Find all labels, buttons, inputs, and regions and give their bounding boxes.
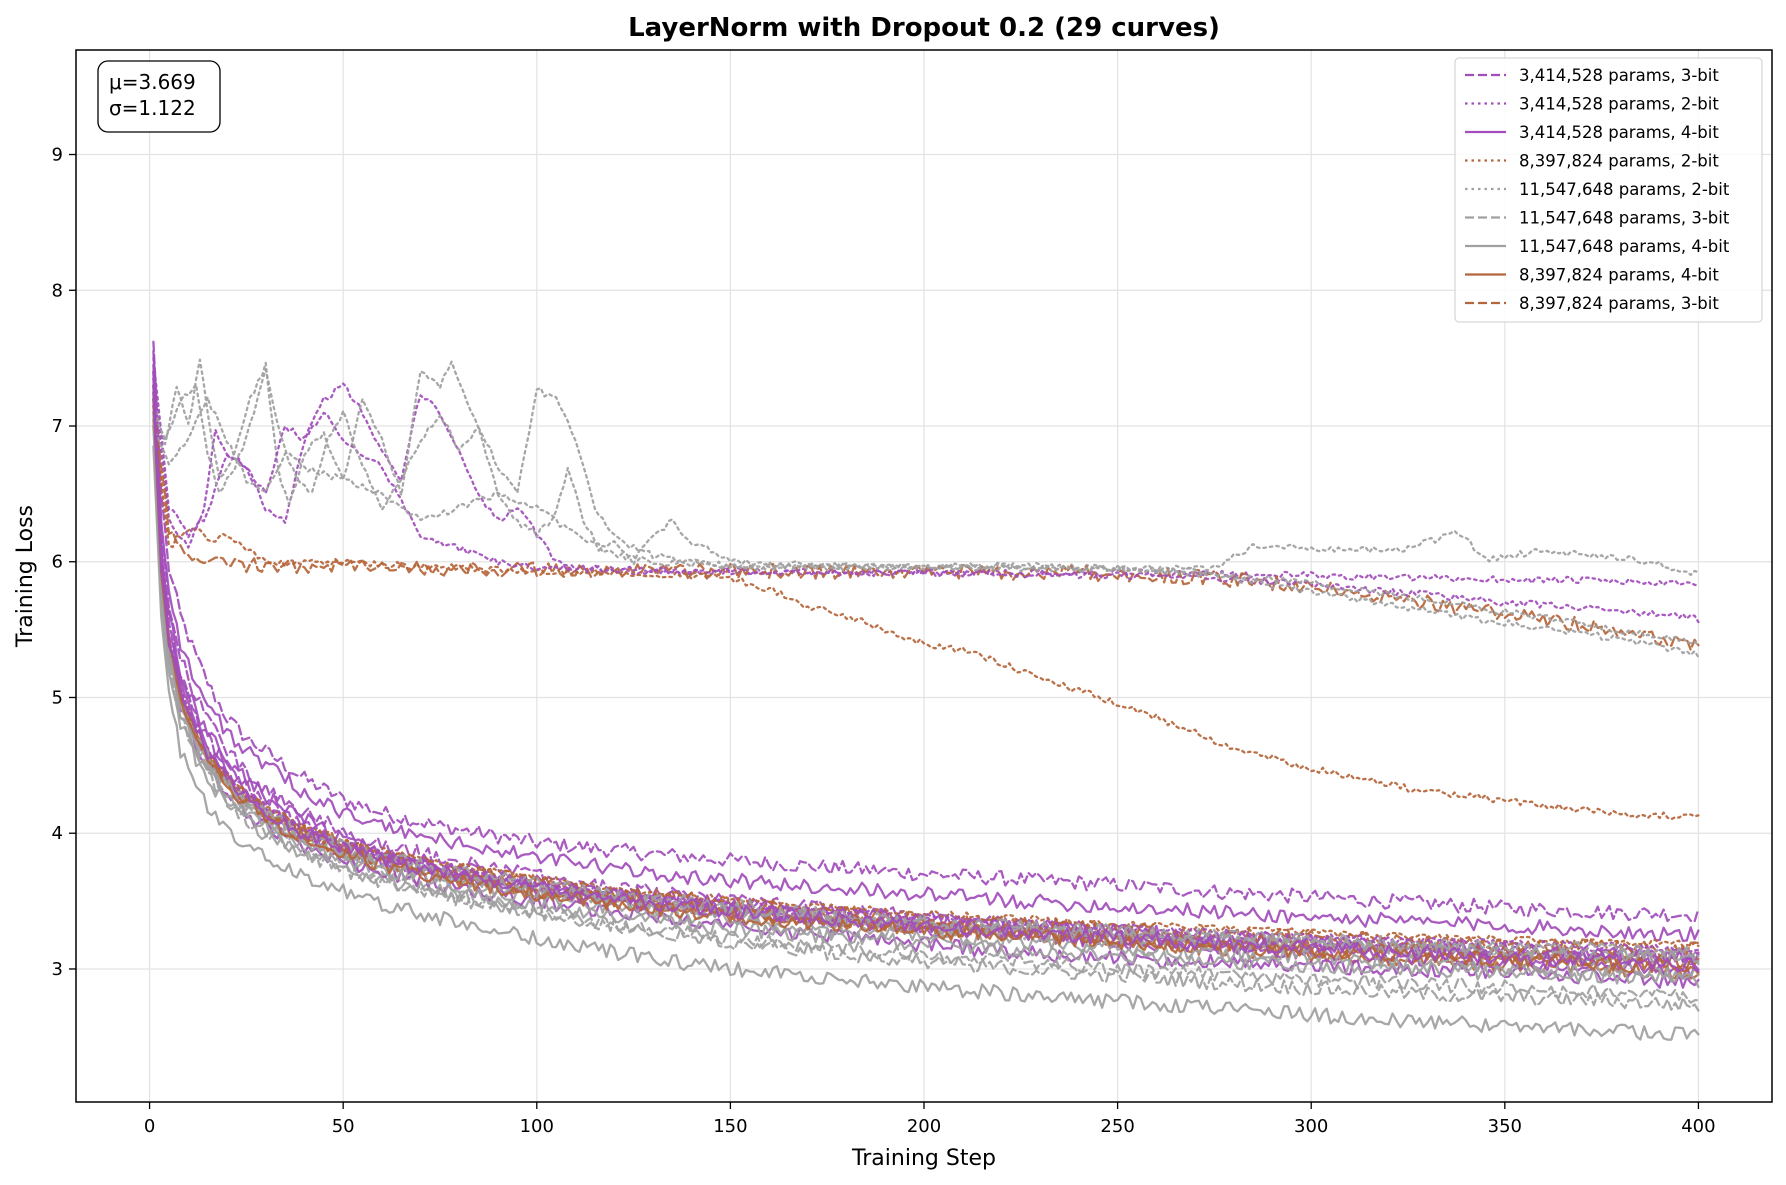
- stats-std: σ=1.122: [109, 96, 196, 120]
- legend-entry: 8,397,824 params, 4-bit: [1519, 266, 1719, 285]
- legend-entry: 8,397,824 params, 3-bit: [1519, 294, 1719, 313]
- legend: 3,414,528 params, 3-bit 3,414,528 params,…: [1454, 57, 1763, 323]
- x-tick-label: 200: [907, 1116, 941, 1137]
- axis-ticks: 0 50 100 150 200 250 300 350 400 3 4 5 6 7 8 9: [52, 145, 1716, 1137]
- legend-entry: 8,397,824 params, 2-bit: [1519, 152, 1719, 171]
- x-tick-label: 150: [713, 1116, 747, 1137]
- series-line: [152, 397, 1700, 651]
- series-line: [152, 390, 1700, 973]
- x-tick-label: 350: [1488, 1116, 1522, 1137]
- legend-entry: 11,547,648 params, 2-bit: [1519, 180, 1730, 199]
- stats-box: μ=3.669 σ=1.122: [97, 60, 221, 133]
- y-tick-label: 5: [52, 687, 63, 708]
- series-line: [152, 340, 1700, 923]
- x-axis-label: Training Step: [851, 1146, 996, 1171]
- legend-frame: [1454, 57, 1763, 323]
- chart-title: LayerNorm with Dropout 0.2 (29 curves): [628, 13, 1220, 43]
- series-line: [152, 384, 1700, 953]
- series-line: [152, 368, 1700, 659]
- y-tick-label: 8: [52, 280, 63, 301]
- series-line: [152, 396, 1700, 647]
- series-layer: [152, 340, 1700, 1041]
- legend-entry: 11,547,648 params, 4-bit: [1519, 237, 1730, 256]
- y-tick-label: 6: [52, 552, 63, 573]
- stats-box-frame: [97, 60, 221, 133]
- x-tick-label: 250: [1100, 1116, 1134, 1137]
- series-line: [152, 411, 1700, 821]
- series-line: [152, 404, 1700, 948]
- series-line: [152, 424, 1700, 989]
- stats-mean: μ=3.669: [109, 70, 196, 94]
- legend-entry: 3,414,528 params, 2-bit: [1519, 95, 1719, 114]
- legend-entry: 11,547,648 params, 3-bit: [1519, 209, 1730, 228]
- series-line: [152, 356, 1700, 624]
- y-tick-label: 3: [52, 959, 63, 980]
- series-line: [152, 445, 1700, 1041]
- series-line: [152, 424, 1700, 1012]
- legend-entry: 3,414,528 params, 3-bit: [1519, 66, 1719, 85]
- x-tick-label: 0: [144, 1116, 155, 1137]
- x-tick-label: 300: [1294, 1116, 1328, 1137]
- x-tick-label: 50: [332, 1116, 355, 1137]
- y-axis-label: Training Loss: [13, 505, 38, 648]
- x-tick-label: 100: [520, 1116, 554, 1137]
- series-line: [152, 350, 1700, 943]
- legend-entry: 3,414,528 params, 4-bit: [1519, 123, 1719, 142]
- y-tick-label: 9: [52, 145, 63, 166]
- x-tick-label: 400: [1681, 1116, 1715, 1137]
- y-tick-label: 7: [52, 416, 63, 437]
- y-tick-label: 4: [52, 823, 63, 844]
